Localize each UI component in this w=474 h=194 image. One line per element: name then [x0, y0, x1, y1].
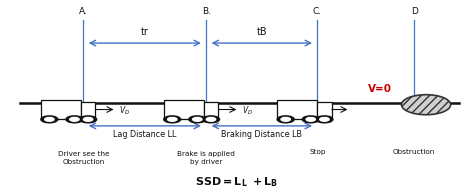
Text: Stop: Stop — [309, 149, 326, 155]
Circle shape — [164, 116, 181, 123]
Circle shape — [281, 117, 291, 121]
Text: C.: C. — [313, 7, 322, 16]
Circle shape — [41, 116, 58, 123]
Bar — [318, 102, 331, 117]
Circle shape — [45, 117, 54, 121]
Circle shape — [66, 116, 83, 123]
Circle shape — [189, 116, 206, 123]
Circle shape — [306, 117, 315, 121]
Text: Brake is applied
by driver: Brake is applied by driver — [177, 151, 235, 165]
Text: Braking Distance LB: Braking Distance LB — [221, 130, 302, 139]
Bar — [81, 102, 95, 117]
Text: tr: tr — [141, 27, 149, 36]
Bar — [277, 100, 318, 119]
Text: $V_D$: $V_D$ — [119, 104, 130, 117]
Circle shape — [192, 117, 202, 121]
Text: A.: A. — [79, 7, 88, 16]
Circle shape — [302, 116, 319, 123]
Bar — [204, 102, 218, 117]
Circle shape — [401, 95, 451, 115]
Bar — [41, 100, 81, 119]
Text: Obstruction: Obstruction — [393, 149, 435, 155]
Circle shape — [320, 117, 329, 121]
Circle shape — [83, 117, 93, 121]
Circle shape — [80, 116, 97, 123]
Circle shape — [277, 116, 294, 123]
Circle shape — [70, 117, 79, 121]
Text: Lag Distance LL: Lag Distance LL — [113, 130, 176, 139]
Text: V=0: V=0 — [368, 84, 392, 94]
Text: $V_D$: $V_D$ — [242, 104, 253, 117]
Text: D: D — [411, 7, 418, 16]
Circle shape — [316, 116, 333, 123]
Circle shape — [168, 117, 177, 121]
Text: Driver see the
Obstruction: Driver see the Obstruction — [58, 151, 109, 165]
Bar — [164, 100, 204, 119]
Text: $\mathbf{SSD= L_L\ +L_B}$: $\mathbf{SSD= L_L\ +L_B}$ — [195, 176, 279, 190]
Circle shape — [206, 117, 216, 121]
Text: tB: tB — [256, 27, 267, 36]
Text: B.: B. — [202, 7, 211, 16]
Circle shape — [202, 116, 219, 123]
